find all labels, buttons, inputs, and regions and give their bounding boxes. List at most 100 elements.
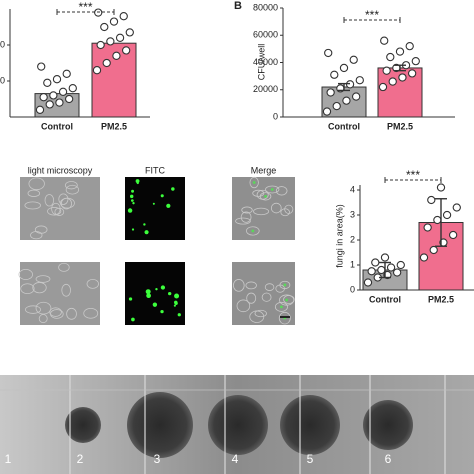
data-point <box>388 77 397 86</box>
micro-image <box>20 262 100 325</box>
fluor-dot <box>143 223 146 226</box>
error-bar <box>379 261 391 279</box>
fluor-dot <box>285 298 289 302</box>
well-label: 6 <box>385 452 392 466</box>
fluor-dot <box>160 285 166 290</box>
well-label: 4 <box>232 452 239 466</box>
data-point <box>396 260 405 270</box>
cell <box>235 217 251 225</box>
y-tick-label: 000 <box>0 75 5 85</box>
y-tick-label: 60000 <box>253 30 278 40</box>
fluor-dot <box>145 289 151 295</box>
cell <box>274 301 288 312</box>
cell <box>58 262 70 272</box>
fluor-dot <box>146 293 151 299</box>
data-point <box>94 8 103 17</box>
column-label: light microscopy <box>28 165 93 175</box>
y-tick-label: 0 <box>350 284 355 294</box>
data-point <box>125 28 134 37</box>
cell <box>283 295 295 304</box>
fluor-dot <box>251 229 255 233</box>
data-point <box>398 73 407 82</box>
data-point <box>427 195 436 205</box>
colony <box>208 395 268 455</box>
colony <box>280 395 340 455</box>
fluor-dot <box>280 305 283 309</box>
data-point <box>411 56 420 66</box>
cell <box>240 211 252 223</box>
fluor-dot <box>174 293 180 299</box>
micro-image <box>125 177 185 240</box>
data-point <box>442 210 452 220</box>
cell <box>270 202 282 214</box>
fluor-dot <box>152 202 155 205</box>
cell <box>44 194 55 207</box>
data-point <box>109 17 119 26</box>
data-point <box>49 91 58 100</box>
cell <box>65 184 80 195</box>
cell <box>61 283 71 297</box>
well-label: 3 <box>154 452 161 466</box>
x-tick-label: Control <box>369 294 401 304</box>
cell <box>18 269 33 280</box>
cell <box>279 280 291 290</box>
well-label: 5 <box>307 452 314 466</box>
cell <box>64 181 78 190</box>
error-bar <box>338 82 350 92</box>
data-point <box>392 268 402 277</box>
cell <box>261 292 272 302</box>
cell <box>86 278 99 289</box>
fluor-dot <box>168 291 172 296</box>
significance: *** <box>406 168 420 182</box>
y-tick-label: 1 <box>350 259 355 269</box>
data-point <box>419 253 429 262</box>
data-point <box>119 12 128 21</box>
data-point <box>367 267 376 276</box>
data-point <box>68 84 77 93</box>
cell <box>58 193 69 205</box>
fluor-dot <box>127 208 133 213</box>
data-point <box>380 253 390 262</box>
data-point <box>62 69 71 78</box>
fluor-dot <box>155 288 158 291</box>
significance: *** <box>365 8 379 22</box>
data-point <box>342 96 351 105</box>
data-point <box>405 42 414 51</box>
cell <box>49 307 62 317</box>
data-point <box>378 82 388 92</box>
cell <box>265 185 280 194</box>
data-point <box>407 69 417 78</box>
cell <box>35 275 51 283</box>
data-point <box>35 105 45 114</box>
data-point <box>332 101 341 111</box>
fluor-dot <box>135 179 140 183</box>
data-point <box>96 40 105 50</box>
data-point <box>52 75 62 84</box>
cell <box>27 189 40 197</box>
fluor-dot <box>131 317 135 322</box>
x-tick-label: Control <box>41 121 73 131</box>
cell <box>47 207 62 216</box>
data-point <box>448 230 458 240</box>
data-point <box>37 62 46 71</box>
well-label: 2 <box>77 452 84 466</box>
cell <box>54 207 65 216</box>
data-point <box>351 92 361 101</box>
microscopy: light microscopy FITC Merge <box>18 165 295 325</box>
colony <box>363 400 413 450</box>
fluor-dot <box>252 181 256 184</box>
plate-photo: 1 2 3 4 5 6 <box>0 375 474 474</box>
data-point <box>92 66 102 75</box>
data-point <box>363 278 373 287</box>
x-tick-label: PM2.5 <box>101 121 127 131</box>
data-point <box>322 107 332 116</box>
fluor-dot <box>174 301 178 305</box>
cell <box>241 206 253 214</box>
data-point <box>452 203 461 212</box>
cell <box>284 204 294 214</box>
data-point <box>386 263 396 272</box>
y-tick-label: 2 <box>350 234 355 244</box>
data-point <box>43 78 52 87</box>
cell <box>59 197 75 209</box>
